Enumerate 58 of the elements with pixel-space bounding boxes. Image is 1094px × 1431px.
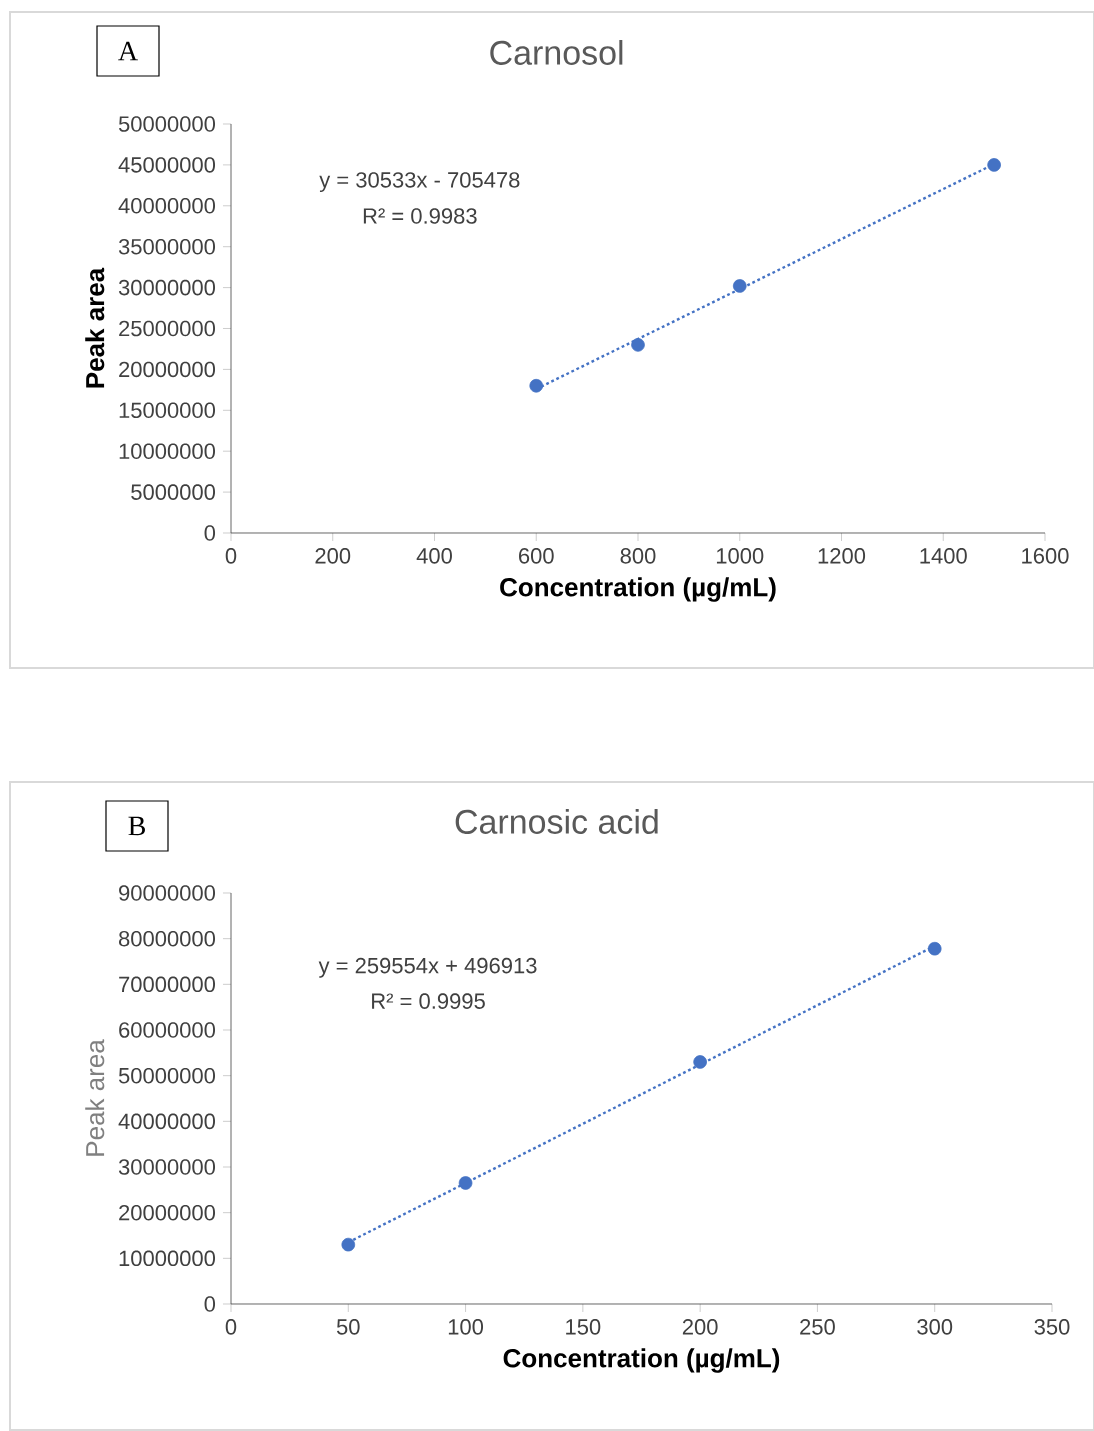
point — [341, 1237, 356, 1252]
point — [987, 158, 1001, 172]
x-tick-label: 1000 — [716, 548, 764, 564]
point — [529, 378, 544, 393]
y-tick-label: 70000000 — [119, 976, 216, 993]
x-tick-label: 100 — [448, 1319, 484, 1335]
y-tick-label: 25000000 — [119, 320, 216, 337]
y-tick-label: 30000000 — [118, 279, 216, 296]
annotation: R² = 0.9983 — [363, 208, 477, 224]
point — [631, 338, 645, 352]
y-tick-label: 30000000 — [118, 1159, 216, 1175]
chart-title: Carnosic acid — [455, 808, 658, 834]
y-tick-label: 10000000 — [119, 1250, 216, 1267]
x-tick-label: 200 — [315, 548, 351, 564]
x-tick-label: 0 — [225, 548, 237, 564]
x-tick-label: 400 — [416, 548, 452, 564]
y-axis-title: Peak area — [85, 267, 105, 388]
y-tick-label: 40000000 — [118, 1113, 216, 1130]
y-tick-label: 20000000 — [119, 361, 216, 378]
x-tick-label: 600 — [519, 548, 554, 564]
y-tick-label: 0 — [204, 1296, 216, 1312]
point — [693, 1055, 707, 1069]
y-tick-label: 0 — [204, 525, 216, 541]
annotation: y = 30533x - 705478 — [319, 172, 520, 193]
x-tick-label: 50 — [336, 1319, 360, 1335]
y-axis-title: Peak area — [85, 1039, 105, 1156]
point — [927, 941, 942, 956]
y-tick-label: 50000000 — [118, 1067, 216, 1084]
x-tick-label: 350 — [1034, 1319, 1070, 1335]
x-tick-label: 1600 — [1022, 548, 1069, 564]
annotation: y = 259554x + 496913 — [318, 957, 537, 978]
text: A — [118, 41, 138, 61]
y-tick-label: 10000000 — [119, 443, 216, 459]
y-tick-label: 80000000 — [118, 930, 216, 947]
y-tick-label: 50000000 — [118, 116, 216, 132]
y-tick-label: 5000000 — [131, 484, 216, 500]
y-tick-label: 45000000 — [118, 157, 216, 173]
x-tick-label: 200 — [682, 1319, 718, 1335]
point — [458, 1176, 473, 1190]
text: B — [128, 816, 145, 836]
annotation: R² = 0.9995 — [372, 993, 485, 1009]
x-tick-label: 1200 — [818, 548, 866, 564]
y-tick-label: 15000000 — [119, 402, 216, 419]
x-tick-label: 1400 — [920, 548, 967, 564]
y-tick-label: 20000000 — [119, 1204, 216, 1221]
chart-title: Carnosol — [490, 39, 623, 65]
x-tick-label: 150 — [566, 1319, 601, 1335]
x-axis-title: Concentration (µg/mL) — [503, 1348, 780, 1373]
y-tick-label: 90000000 — [119, 885, 216, 901]
y-tick-label: 35000000 — [118, 238, 216, 255]
x-tick-label: 250 — [800, 1319, 835, 1335]
x-tick-label: 800 — [620, 548, 656, 564]
x-tick-label: 0 — [225, 1319, 237, 1335]
x-tick-label: 300 — [917, 1319, 953, 1335]
y-tick-label: 60000000 — [119, 1022, 216, 1038]
x-axis-title: Concentration (µg/mL) — [500, 577, 776, 602]
y-tick-label: 40000000 — [118, 198, 216, 214]
point — [732, 279, 747, 293]
